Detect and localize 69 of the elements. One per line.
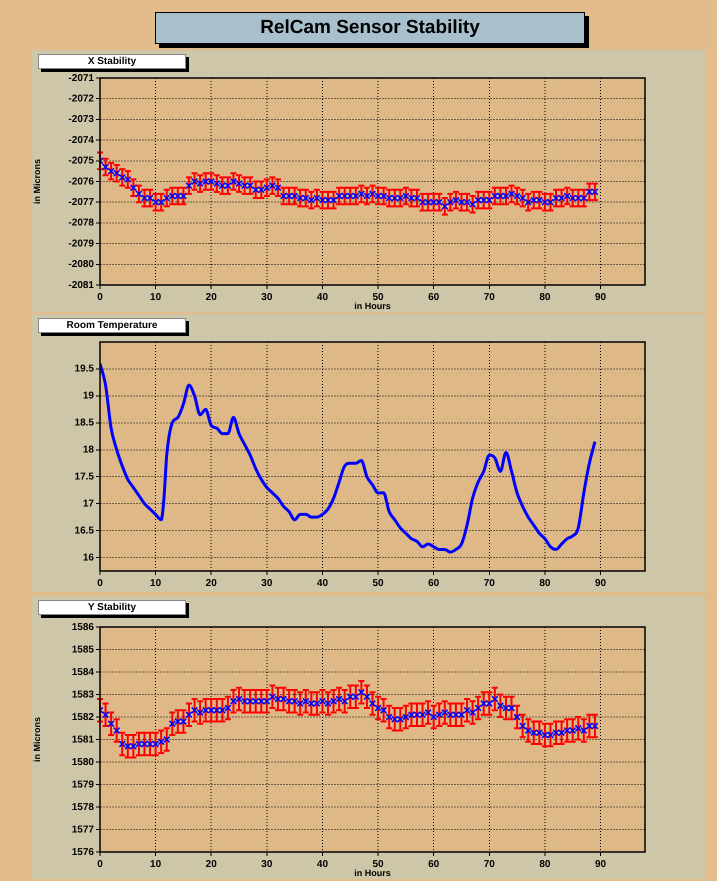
x-tick-label: 20 bbox=[206, 578, 218, 589]
y-tick-label: 1584 bbox=[72, 666, 94, 678]
x-tick-label: 70 bbox=[484, 578, 496, 589]
x-tick-label: 80 bbox=[539, 858, 551, 870]
x-tick-label: 90 bbox=[594, 858, 607, 870]
x-tick-label: 30 bbox=[261, 292, 273, 303]
y-tick-label: 17.5 bbox=[74, 471, 94, 482]
y-tick-label: 1577 bbox=[72, 824, 94, 836]
y-tick-label: -2073 bbox=[68, 114, 94, 126]
y-tick-label: -2080 bbox=[68, 259, 94, 270]
x-tick-label: 30 bbox=[261, 578, 273, 589]
y-tick-label: -2079 bbox=[68, 238, 94, 250]
y-tick-label: 19 bbox=[82, 390, 94, 402]
y-tick-label: 1585 bbox=[72, 644, 94, 656]
x-axis-title: in Hours bbox=[354, 301, 391, 312]
x-tick-label: 40 bbox=[316, 858, 328, 870]
y-tick-label: 16 bbox=[82, 552, 94, 564]
y-axis-title: in Microns bbox=[32, 716, 42, 762]
y-tick-label: -2077 bbox=[68, 196, 94, 208]
x-tick-label: 70 bbox=[484, 292, 496, 303]
chart-subtitle: X Stability bbox=[38, 54, 186, 69]
y-tick-label: 17 bbox=[82, 498, 94, 510]
x-tick-label: 20 bbox=[206, 858, 218, 870]
y-tick-label: -2072 bbox=[68, 93, 94, 104]
y-tick-label: 19.5 bbox=[74, 364, 94, 375]
x-tick-label: 50 bbox=[372, 292, 384, 303]
x-tick-label: 60 bbox=[428, 858, 440, 870]
x-axis-title: in Hours bbox=[354, 868, 391, 878]
x-tick-label: 60 bbox=[428, 292, 440, 303]
x-tick-label: 30 bbox=[261, 858, 273, 870]
x-tick-label: 40 bbox=[316, 292, 328, 303]
x-tick-label: 90 bbox=[594, 292, 607, 303]
x-tick-label: 0 bbox=[97, 858, 104, 870]
y-tick-label: 1586 bbox=[72, 622, 94, 633]
x-tick-label: 60 bbox=[428, 578, 440, 589]
x-tick-label: 40 bbox=[316, 578, 328, 589]
y-tick-label: -2074 bbox=[68, 134, 94, 146]
y-tick-label: -2081 bbox=[68, 280, 94, 291]
x-tick-label: 80 bbox=[539, 578, 551, 589]
x-tick-label: 0 bbox=[97, 292, 104, 303]
x-tick-label: 50 bbox=[372, 858, 384, 870]
y-tick-label: -2078 bbox=[68, 218, 94, 229]
x-tick-label: 70 bbox=[484, 858, 496, 870]
x-tick-label: 20 bbox=[206, 292, 218, 303]
y-axis-title: in Microns bbox=[32, 158, 42, 204]
x-tick-label: 10 bbox=[150, 578, 162, 589]
y-tick-label: 1576 bbox=[72, 846, 94, 858]
x-tick-label: 50 bbox=[372, 578, 384, 589]
chart-subtitle: Room Temperature bbox=[38, 318, 186, 333]
y-tick-label: 18.5 bbox=[74, 418, 94, 429]
y-tick-label: 1578 bbox=[72, 802, 94, 813]
x-tick-label: 90 bbox=[594, 578, 607, 589]
x-tick-label: 10 bbox=[150, 292, 162, 303]
y-tick-label: 18 bbox=[82, 444, 94, 456]
y-tick-label: -2076 bbox=[68, 176, 94, 188]
y-tick-label: 1581 bbox=[72, 734, 94, 746]
y-tick-label: -2075 bbox=[68, 156, 94, 167]
y-tick-label: 1579 bbox=[72, 779, 94, 790]
x-tick-label: 10 bbox=[150, 858, 162, 870]
x-tick-label: 0 bbox=[97, 578, 104, 589]
y-tick-label: 1583 bbox=[72, 689, 94, 700]
y-tick-label: 1580 bbox=[72, 756, 94, 768]
line-series bbox=[100, 362, 596, 554]
x-tick-label: 80 bbox=[539, 292, 551, 303]
y-tick-label: 1582 bbox=[72, 712, 94, 723]
chart-subtitle: Y Stability bbox=[38, 600, 186, 615]
chart-title: RelCam Sensor Stability bbox=[155, 12, 585, 44]
y-tick-label: 16.5 bbox=[74, 525, 94, 536]
y-tick-label: -2071 bbox=[68, 72, 94, 84]
